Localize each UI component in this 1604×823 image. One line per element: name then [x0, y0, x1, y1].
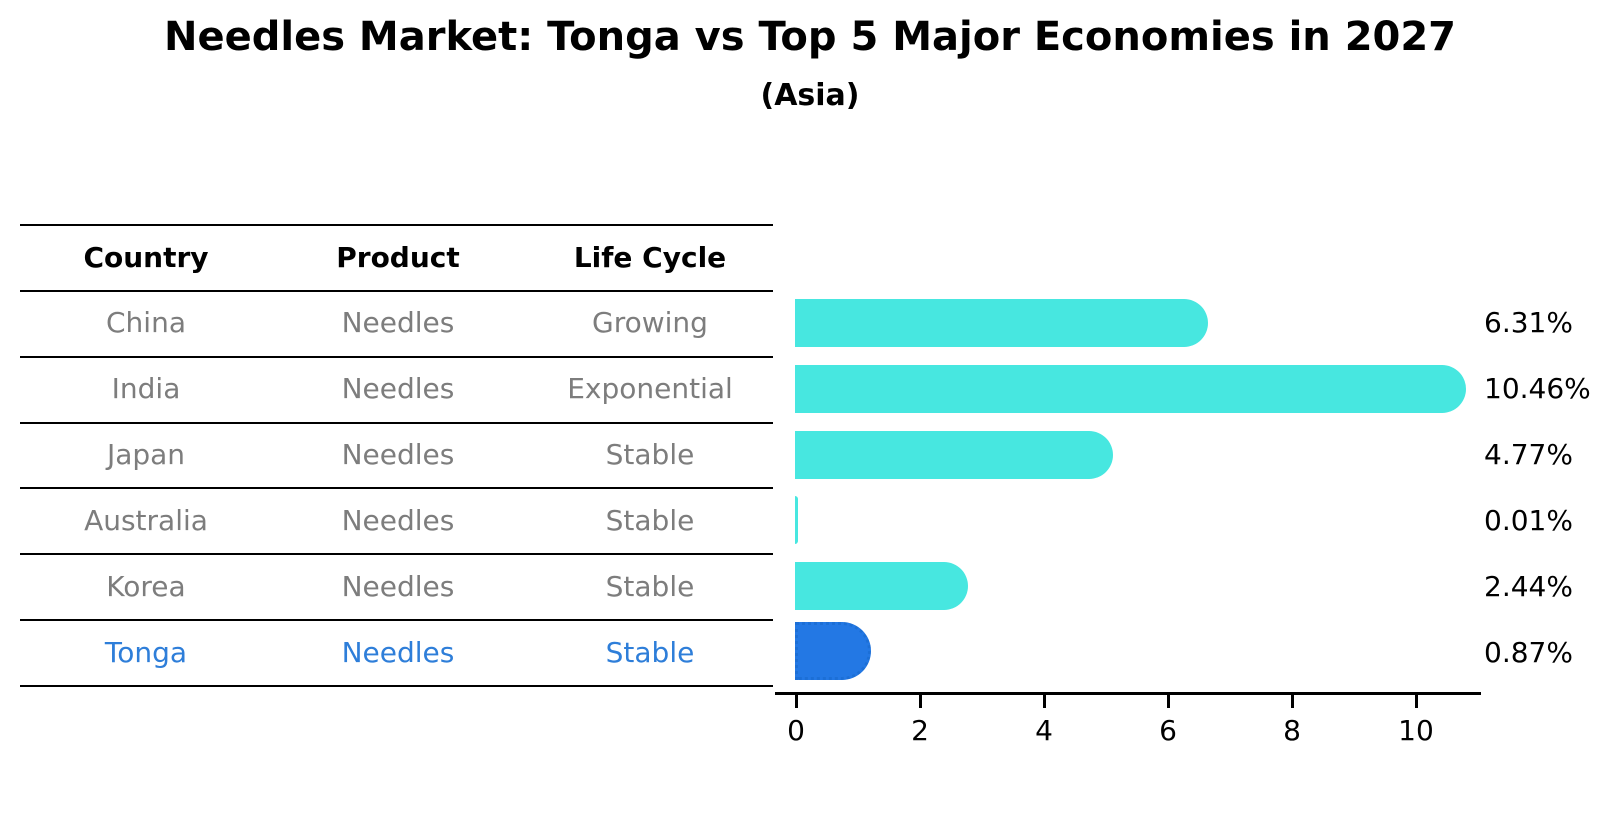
row-divider [20, 290, 773, 292]
chart-subtitle: (Asia) [760, 78, 860, 113]
table-cell-life_cycle: Stable [605, 503, 695, 537]
table-cell-life_cycle: Growing [592, 306, 708, 340]
x-tick [1290, 695, 1294, 708]
value-label: 0.87% [1484, 635, 1573, 669]
x-tick-label: 0 [787, 714, 805, 747]
column-header: Life Cycle [573, 240, 727, 274]
x-tick [1414, 695, 1418, 708]
value-label: 0.01% [1484, 503, 1573, 537]
bar [795, 298, 1209, 347]
table-cell-life_cycle: Stable [605, 569, 695, 603]
row-divider [20, 421, 773, 424]
table-cell-life_cycle: Exponential [567, 372, 733, 406]
table-cell-product: Needles [341, 569, 455, 603]
bar-highlight [795, 622, 871, 681]
x-tick-label: 4 [1035, 714, 1053, 747]
table-cell-country: Japan [106, 438, 186, 472]
bar [795, 496, 798, 545]
x-axis-line [775, 692, 1481, 695]
table-cell-life_cycle: Stable [605, 635, 695, 669]
row-divider [20, 684, 773, 687]
table-cell-country: India [111, 372, 181, 406]
table-cell-product: Needles [341, 438, 455, 472]
chart-title: Needles Market: Tonga vs Top 5 Major Eco… [163, 14, 1457, 60]
bar [795, 364, 1466, 413]
table-cell-country: Korea [106, 569, 186, 603]
x-tick [918, 695, 922, 708]
x-tick-label: 10 [1398, 714, 1434, 747]
value-label: 10.46% [1484, 372, 1591, 406]
bar [795, 562, 969, 611]
table-cell-life_cycle: Stable [605, 438, 695, 472]
x-tick [1042, 695, 1046, 708]
value-label: 2.44% [1484, 569, 1573, 603]
x-tick-label: 6 [1159, 714, 1177, 747]
column-header: Product [336, 240, 460, 274]
x-tick-label: 8 [1283, 714, 1301, 747]
row-divider [20, 553, 773, 556]
table-cell-product: Needles [341, 503, 455, 537]
row-divider [20, 355, 773, 358]
table-cell-product: Needles [341, 306, 455, 340]
table-cell-country: Tonga [104, 635, 188, 669]
row-divider [20, 224, 773, 226]
table-cell-product: Needles [341, 372, 455, 406]
x-tick-label: 2 [911, 714, 929, 747]
bar [795, 430, 1113, 479]
row-divider [20, 619, 773, 622]
table-cell-product: Needles [341, 635, 455, 669]
table-cell-country: China [106, 306, 186, 340]
value-label: 4.77% [1484, 438, 1573, 472]
table-cell-country: Australia [84, 503, 208, 537]
column-header: Country [83, 240, 209, 274]
x-tick [794, 695, 798, 708]
row-divider [20, 487, 773, 490]
value-label: 6.31% [1484, 306, 1573, 340]
x-tick [1166, 695, 1170, 708]
